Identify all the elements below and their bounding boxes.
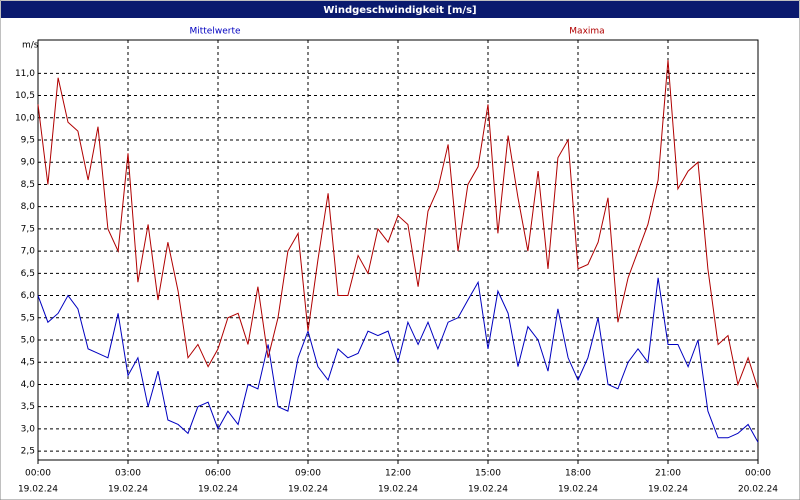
chart-title: Windgeschwindigkeit [m/s] — [323, 5, 476, 16]
y-tick-label: 10,5 — [15, 91, 35, 101]
y-tick-label: 7,0 — [21, 247, 36, 257]
x-tick-date: 19.02.24 — [558, 485, 598, 495]
y-tick-label: 3,5 — [21, 402, 35, 412]
x-tick-label: 12:00 — [385, 469, 411, 479]
data-line — [37, 277, 759, 443]
y-tick-label: 11,0 — [15, 69, 35, 79]
x-tick-date: 19.02.24 — [648, 485, 688, 495]
title-bar — [1, 1, 799, 18]
x-tick-date: 19.02.24 — [198, 485, 238, 495]
x-tick-label: 09:00 — [295, 469, 321, 479]
y-tick-label: 5,5 — [21, 313, 35, 323]
x-tick-date: 20.02.24 — [738, 485, 778, 495]
data-line — [37, 59, 759, 390]
x-tick-date: 19.02.24 — [108, 485, 148, 495]
x-tick-date: 19.02.24 — [378, 485, 418, 495]
y-tick-label: 4,0 — [21, 380, 36, 390]
x-tick-date: 19.02.24 — [18, 485, 58, 495]
x-tick-label: 15:00 — [475, 469, 501, 479]
x-tick-label: 21:00 — [655, 469, 681, 479]
x-tick-date: 19.02.24 — [288, 485, 328, 495]
y-tick-label: 8,5 — [21, 180, 35, 190]
y-tick-label: 6,0 — [21, 291, 36, 301]
legend-label: Maxima — [569, 27, 604, 37]
x-tick-label: 18:00 — [565, 469, 591, 479]
x-tick-label: 06:00 — [205, 469, 231, 479]
x-tick-date: 19.02.24 — [468, 485, 508, 495]
y-tick-label: 10,0 — [15, 113, 35, 123]
y-tick-label: 8,0 — [21, 202, 36, 212]
y-tick-label: 7,5 — [21, 224, 35, 234]
x-tick-label: 00:00 — [745, 469, 771, 479]
y-tick-label: 6,5 — [21, 269, 35, 279]
y-tick-label: 9,0 — [21, 158, 36, 168]
y-tick-label: 2,5 — [21, 447, 35, 457]
x-tick-label: 00:00 — [25, 469, 51, 479]
y-tick-label: 3,0 — [21, 424, 36, 434]
legend-label: Mittelwerte — [189, 27, 240, 37]
y-tick-label: 4,5 — [21, 358, 35, 368]
y-tick-label: 5,0 — [21, 336, 36, 346]
x-tick-label: 03:00 — [115, 469, 141, 479]
y-tick-label: 9,5 — [21, 136, 35, 146]
y-axis-label: m/s — [22, 41, 39, 51]
